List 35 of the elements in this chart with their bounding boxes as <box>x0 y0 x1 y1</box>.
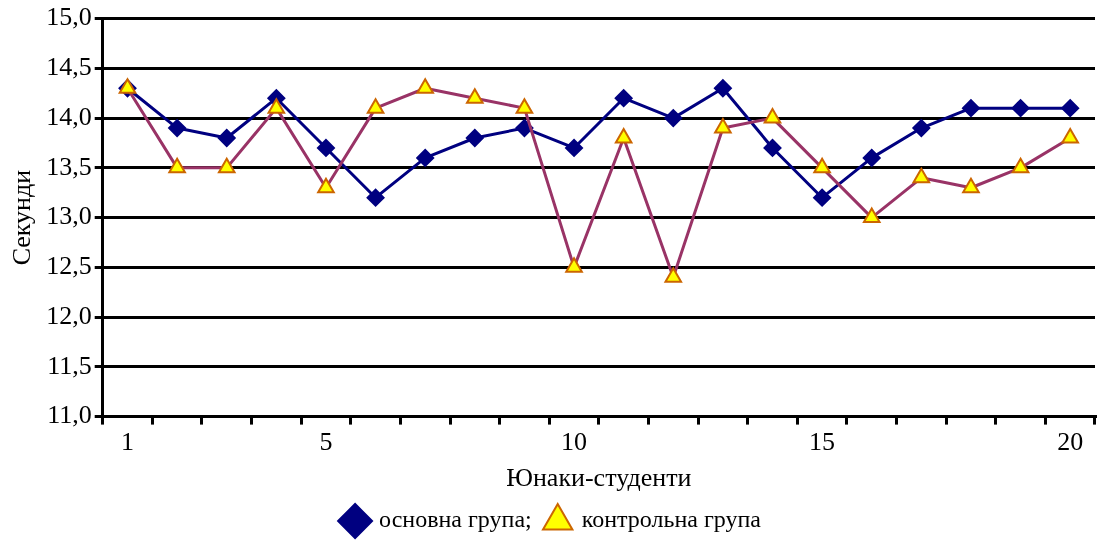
point <box>465 129 484 147</box>
y-tick-label: 15,0 <box>46 2 92 32</box>
point <box>961 99 980 118</box>
point <box>316 138 335 157</box>
point <box>614 89 633 108</box>
point <box>763 138 782 157</box>
point <box>1061 99 1080 118</box>
point <box>862 148 881 167</box>
y-tick-label: 12,0 <box>46 300 92 330</box>
point <box>366 188 385 207</box>
point <box>168 119 187 138</box>
x-tick-label: 5 <box>319 427 333 457</box>
y-tick-label: 11,0 <box>47 400 92 430</box>
y-tick-label: 14,0 <box>46 101 92 131</box>
x-tick-label: 1 <box>121 427 135 457</box>
y-tick-label: 12,5 <box>46 251 92 281</box>
y-axis-title: Секунди <box>7 169 37 266</box>
x-tick-label: 15 <box>809 427 836 457</box>
point <box>416 148 435 167</box>
x-tick-label: 20 <box>1057 427 1084 457</box>
y-tick-label: 14,5 <box>46 52 92 82</box>
point <box>713 79 732 98</box>
legend-label: основна група; <box>379 506 532 533</box>
point <box>912 119 931 138</box>
x-axis-title: Юнаки-студенти <box>506 463 692 493</box>
y-tick-label: 13,0 <box>46 201 92 231</box>
point <box>1011 99 1030 118</box>
x-tick-label: 10 <box>561 427 588 457</box>
legend-label: контрольна група <box>581 506 762 533</box>
point <box>813 188 832 207</box>
point <box>664 109 683 128</box>
y-tick-label: 11,5 <box>47 350 92 380</box>
point <box>565 138 584 157</box>
y-tick-label: 13,5 <box>46 151 92 181</box>
point <box>217 129 236 147</box>
